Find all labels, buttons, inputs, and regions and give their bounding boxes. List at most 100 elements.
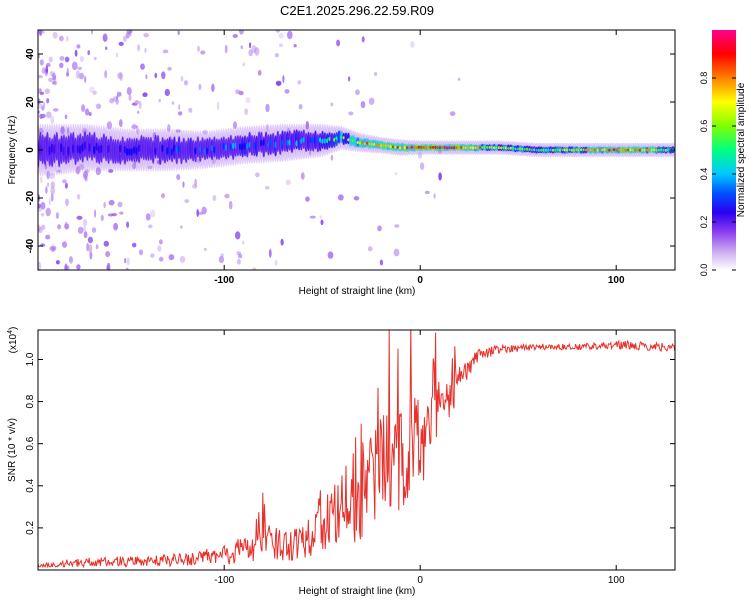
heatmap-speckle bbox=[254, 47, 260, 56]
heatmap-speckle bbox=[377, 225, 382, 232]
heatmap-speckle bbox=[158, 98, 161, 103]
snr-y-ticks: 0.2 0.4 0.6 0.8 1.0 bbox=[25, 352, 675, 535]
heatmap-core bbox=[601, 148, 604, 152]
heatmap-speckle bbox=[131, 124, 138, 129]
heatmap-core bbox=[133, 146, 136, 154]
heatmap-speckle bbox=[134, 100, 140, 105]
heatmap-speckle bbox=[319, 215, 322, 219]
heatmap-band bbox=[337, 130, 341, 144]
heatmap-speckle bbox=[201, 206, 207, 215]
heatmap-core bbox=[620, 148, 623, 152]
heatmap-core bbox=[549, 148, 552, 152]
heatmap-core bbox=[558, 148, 562, 152]
heatmap-core bbox=[493, 146, 496, 150]
heatmap-speckle bbox=[62, 241, 67, 248]
heatmap-speckle bbox=[137, 110, 140, 114]
heatmap-core bbox=[554, 148, 557, 152]
spectrogram-x-label: Height of straight line (km) bbox=[299, 286, 416, 297]
heatmap-speckle bbox=[274, 259, 278, 266]
snr-y-label: SNR (10 * v/v) bbox=[7, 418, 18, 482]
heatmap-speckle bbox=[188, 107, 193, 113]
heatmap-band bbox=[109, 135, 113, 161]
heatmap-speckle bbox=[39, 59, 44, 66]
heatmap-speckle bbox=[113, 222, 119, 231]
heatmap-speckle bbox=[83, 225, 87, 232]
heatmap-band bbox=[344, 132, 348, 145]
heatmap-speckle bbox=[145, 74, 148, 80]
heatmap-core bbox=[622, 148, 625, 152]
heatmap-speckle bbox=[154, 72, 158, 79]
heatmap-speckle bbox=[68, 256, 74, 264]
heatmap-speckle bbox=[109, 98, 115, 104]
heatmap-core bbox=[488, 146, 491, 149]
heatmap-speckle bbox=[76, 264, 81, 270]
y-tick-label: 0 bbox=[25, 147, 36, 153]
heatmap-speckle bbox=[116, 91, 122, 97]
heatmap-core bbox=[514, 147, 517, 151]
heatmap-speckle bbox=[457, 77, 461, 81]
heatmap-core bbox=[311, 137, 315, 144]
chart-title: C2E1.2025.296.22.59.R09 bbox=[280, 3, 434, 18]
heatmap-core bbox=[269, 138, 273, 145]
heatmap-core bbox=[518, 147, 522, 151]
heatmap-core bbox=[490, 145, 494, 149]
heatmap-speckle bbox=[64, 263, 68, 270]
heatmap-core bbox=[394, 145, 397, 149]
snr-background bbox=[38, 330, 675, 570]
heatmap-core bbox=[396, 146, 400, 149]
heatmap-speckle bbox=[75, 166, 81, 175]
colorbar-tick-label: 0.0 bbox=[699, 264, 709, 277]
heatmap-speckle bbox=[106, 262, 111, 270]
heatmap-band bbox=[201, 137, 205, 159]
heatmap-speckle bbox=[38, 88, 42, 94]
y-tick-label: 40 bbox=[25, 48, 36, 60]
heatmap-speckle bbox=[245, 97, 251, 104]
heatmap-speckle bbox=[41, 224, 46, 230]
heatmap-speckle bbox=[119, 119, 123, 128]
heatmap-core bbox=[262, 139, 266, 146]
heatmap-speckle bbox=[50, 181, 56, 189]
heatmap-speckle bbox=[83, 231, 88, 239]
heatmap-core bbox=[645, 148, 649, 152]
heatmap-speckle bbox=[140, 63, 145, 70]
heatmap-core bbox=[563, 148, 567, 152]
heatmap-speckle bbox=[59, 35, 64, 42]
heatmap-core bbox=[443, 146, 447, 149]
heatmap-speckle bbox=[50, 193, 54, 202]
heatmap-core bbox=[401, 146, 404, 150]
heatmap-core bbox=[406, 146, 409, 150]
heatmap-core bbox=[194, 147, 197, 155]
spectrogram-y-label: Frequency (Hz) bbox=[7, 116, 18, 185]
heatmap-core bbox=[608, 148, 611, 152]
heatmap-core bbox=[652, 148, 656, 152]
heatmap-speckle bbox=[180, 225, 183, 229]
heatmap-core bbox=[170, 148, 174, 156]
heatmap-band bbox=[250, 134, 254, 156]
heatmap-speckle bbox=[104, 70, 108, 79]
spectrogram-heatmap bbox=[38, 30, 675, 270]
heatmap-core bbox=[267, 141, 270, 149]
heatmap-core bbox=[542, 148, 545, 152]
heatmap-core bbox=[462, 146, 466, 150]
heatmap-speckle bbox=[180, 75, 184, 82]
heatmap-speckle bbox=[38, 75, 43, 79]
heatmap-core bbox=[575, 148, 578, 152]
heatmap-core bbox=[448, 146, 451, 150]
heatmap-core bbox=[497, 146, 501, 150]
heatmap-band bbox=[292, 129, 296, 150]
heatmap-core bbox=[664, 148, 668, 152]
heatmap-speckle bbox=[203, 247, 207, 251]
heatmap-core bbox=[246, 143, 249, 150]
heatmap-core bbox=[46, 142, 49, 153]
heatmap-speckle bbox=[102, 33, 108, 42]
heatmap-speckle bbox=[39, 30, 45, 34]
heatmap-speckle bbox=[57, 224, 61, 230]
heatmap-speckle bbox=[78, 72, 85, 80]
heatmap-speckle bbox=[145, 213, 151, 221]
snr-series-line bbox=[38, 330, 675, 569]
heatmap-speckle bbox=[126, 87, 132, 96]
heatmap-core bbox=[123, 146, 127, 154]
heatmap-speckle bbox=[83, 173, 87, 181]
heatmap-core bbox=[199, 145, 202, 153]
heatmap-core bbox=[318, 137, 322, 143]
